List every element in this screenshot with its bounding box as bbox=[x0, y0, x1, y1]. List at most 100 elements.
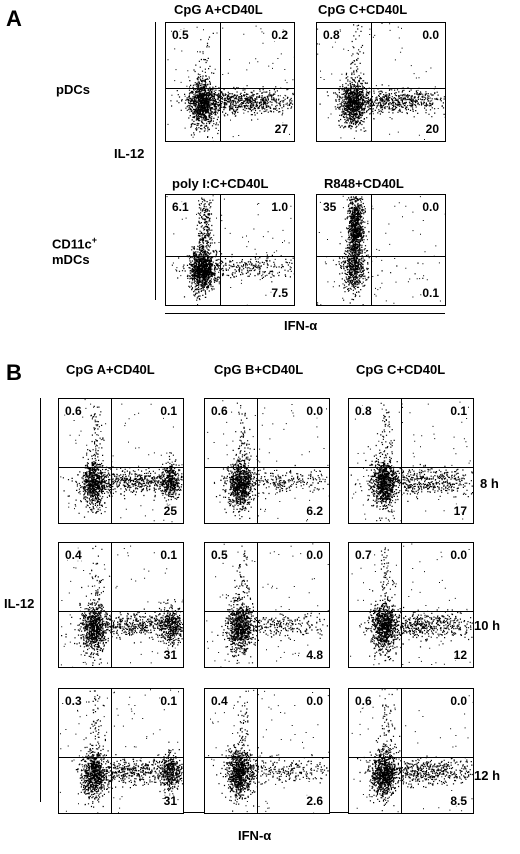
quadrant-horizontal-gate bbox=[317, 256, 445, 257]
panel-b-plot-r2-c2: 0.5 0.0 4.8 bbox=[204, 542, 330, 668]
quadrant-lower-right-percent: 25 bbox=[163, 504, 177, 518]
panel-b-row-time-12h: 12 h bbox=[474, 768, 501, 783]
quadrant-upper-right-percent: 0.0 bbox=[422, 200, 439, 214]
quadrant-lower-right-percent: 17 bbox=[453, 504, 467, 518]
dot-scatter bbox=[350, 543, 473, 666]
quadrant-horizontal-gate bbox=[166, 88, 294, 89]
panel-b-x-axis-label: IFN-α bbox=[238, 828, 272, 843]
quadrant-upper-right-percent: 0.2 bbox=[271, 28, 288, 42]
dot-scatter bbox=[350, 401, 473, 522]
dot-scatter bbox=[166, 195, 294, 305]
events bbox=[351, 689, 473, 813]
panel-b-col-title-2: CpG B+CD40L bbox=[214, 362, 304, 377]
panel-b-row-time-10h: 10 h bbox=[474, 618, 501, 633]
quadrant-horizontal-gate bbox=[166, 256, 294, 257]
dot-scatter bbox=[208, 689, 329, 813]
panel-b-plot-r3-c3: 0.6 0.0 8.5 bbox=[348, 688, 474, 814]
events bbox=[350, 401, 473, 522]
quadrant-upper-left-percent: 0.4 bbox=[65, 548, 82, 562]
quadrant-upper-right-percent: 0.1 bbox=[160, 694, 177, 708]
quadrant-lower-right-percent: 4.8 bbox=[306, 648, 323, 662]
quadrant-upper-right-percent: 0.0 bbox=[450, 694, 467, 708]
quadrant-upper-left-percent: 35 bbox=[323, 200, 337, 214]
quadrant-horizontal-gate bbox=[205, 467, 329, 468]
quadrant-upper-right-percent: 0.0 bbox=[306, 548, 323, 562]
quadrant-lower-right-percent: 31 bbox=[163, 648, 177, 662]
dot-scatter bbox=[317, 195, 445, 305]
panel-a-x-axis-line bbox=[165, 313, 445, 314]
quadrant-lower-right-percent: 6.2 bbox=[306, 504, 323, 518]
quadrant-upper-right-percent: 0.0 bbox=[450, 548, 467, 562]
panel-a-plot-2: 0.8 0.0 20 bbox=[316, 22, 446, 142]
quadrant-upper-left-percent: 0.8 bbox=[355, 404, 372, 418]
quadrant-lower-right-percent: 8.5 bbox=[450, 794, 467, 808]
panel-b-col-title-1: CpG A+CD40L bbox=[66, 362, 155, 377]
quadrant-horizontal-gate bbox=[349, 757, 473, 758]
panel-a-plot3-title: poly I:C+CD40L bbox=[172, 176, 269, 191]
dot-scatter bbox=[167, 25, 294, 141]
quadrant-horizontal-gate bbox=[205, 757, 329, 758]
quadrant-upper-left-percent: 0.4 bbox=[211, 694, 228, 708]
quadrant-upper-left-percent: 0.8 bbox=[323, 28, 340, 42]
panel-b-plot-r3-c1: 0.3 0.1 31 bbox=[58, 688, 184, 814]
dot-scatter bbox=[206, 543, 329, 667]
mdc-label-line1: CD11c bbox=[52, 236, 92, 252]
panel-b-row-time-8h: 8 h bbox=[480, 476, 499, 491]
quadrant-lower-right-percent: 31 bbox=[163, 794, 177, 808]
panel-b-plot-r3-c2: 0.4 0.0 2.6 bbox=[204, 688, 330, 814]
quadrant-upper-right-percent: 0.0 bbox=[422, 28, 439, 42]
quadrant-vertical-gate bbox=[220, 195, 221, 305]
quadrant-horizontal-gate bbox=[349, 467, 473, 468]
panel-b-plot-r2-c1: 0.4 0.1 31 bbox=[58, 542, 184, 668]
quadrant-vertical-gate bbox=[401, 689, 402, 813]
quadrant-horizontal-gate bbox=[205, 611, 329, 612]
panel-a-y-axis-label: IL-12 bbox=[114, 146, 145, 161]
quadrant-lower-right-percent: 12 bbox=[453, 648, 467, 662]
quadrant-lower-right-percent: 7.5 bbox=[271, 286, 288, 300]
panel-b-plot-r1-c1: 0.6 0.1 25 bbox=[58, 398, 184, 524]
quadrant-horizontal-gate bbox=[349, 611, 473, 612]
panel-b-plot-r1-c2: 0.6 0.0 6.2 bbox=[204, 398, 330, 524]
panel-b-letter: B bbox=[6, 360, 22, 385]
quadrant-lower-right-percent: 27 bbox=[274, 122, 288, 136]
events bbox=[208, 689, 329, 813]
panel-a-row-label-pdcs: pDCs bbox=[56, 82, 90, 97]
dot-scatter bbox=[60, 399, 183, 523]
events bbox=[207, 400, 329, 522]
panel-a-row-label-mdcs: CD11c+ mDCs bbox=[52, 232, 97, 268]
quadrant-vertical-gate bbox=[111, 399, 112, 523]
quadrant-upper-left-percent: 0.5 bbox=[172, 28, 189, 42]
quadrant-upper-right-percent: 0.1 bbox=[450, 404, 467, 418]
dot-scatter bbox=[59, 689, 183, 813]
quadrant-vertical-gate bbox=[401, 399, 402, 523]
quadrant-upper-right-percent: 0.1 bbox=[160, 548, 177, 562]
quadrant-upper-right-percent: 0.0 bbox=[306, 694, 323, 708]
events bbox=[166, 195, 294, 305]
quadrant-upper-left-percent: 0.3 bbox=[65, 694, 82, 708]
panel-a-x-axis-label: IFN-α bbox=[284, 318, 318, 333]
events bbox=[60, 545, 183, 667]
quadrant-vertical-gate bbox=[371, 23, 372, 141]
quadrant-upper-left-percent: 0.6 bbox=[211, 404, 228, 418]
panel-a-letter: A bbox=[6, 6, 22, 31]
quadrant-lower-right-percent: 20 bbox=[425, 122, 439, 136]
dot-scatter bbox=[317, 23, 445, 141]
events bbox=[59, 689, 183, 813]
panel-b-plot-r1-c3: 0.8 0.1 17 bbox=[348, 398, 474, 524]
events bbox=[206, 543, 329, 667]
quadrant-lower-right-percent: 2.6 bbox=[306, 794, 323, 808]
panel-a-col-title-1: CpG A+CD40L bbox=[174, 2, 263, 17]
quadrant-upper-left-percent: 0.7 bbox=[355, 548, 372, 562]
panel-b-y-axis-line bbox=[40, 398, 41, 802]
quadrant-vertical-gate bbox=[371, 195, 372, 305]
events bbox=[167, 25, 294, 141]
quadrant-upper-right-percent: 0.1 bbox=[160, 404, 177, 418]
quadrant-vertical-gate bbox=[111, 689, 112, 813]
quadrant-lower-right-percent: 0.1 bbox=[422, 286, 439, 300]
quadrant-upper-left-percent: 0.6 bbox=[65, 404, 82, 418]
events bbox=[317, 23, 445, 141]
panel-a-y-axis-line bbox=[155, 22, 156, 300]
quadrant-vertical-gate bbox=[257, 543, 258, 667]
events bbox=[60, 399, 183, 523]
quadrant-horizontal-gate bbox=[59, 757, 183, 758]
